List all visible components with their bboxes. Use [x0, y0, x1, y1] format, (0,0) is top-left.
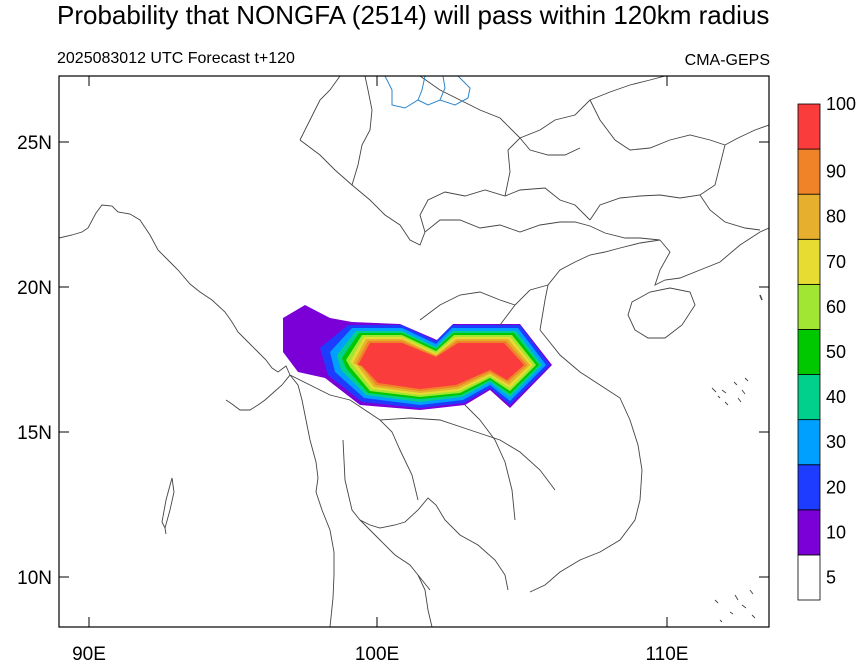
- rivers: [384, 76, 471, 109]
- colorbar-label-40: 40: [826, 387, 846, 407]
- colorbar-label-60: 60: [826, 297, 846, 317]
- lon-label-90e: 90E: [72, 644, 106, 665]
- colorbar-box-80: [797, 193, 821, 240]
- colorbar-label-5: 5: [826, 567, 836, 587]
- colorbar-label-90: 90: [826, 162, 846, 182]
- lat-label-10n: 10N: [17, 568, 52, 589]
- colorbar-label-50: 50: [826, 342, 846, 362]
- contour-100: [358, 343, 524, 389]
- map-title: Probability that NONGFA (2514) will pass…: [57, 0, 770, 30]
- colorbar-box-20: [797, 464, 821, 511]
- lon-tick-marks: [88, 76, 668, 627]
- lat-label-15n: 15N: [17, 423, 52, 444]
- colorbar-label-10: 10: [826, 522, 846, 542]
- coastlines-borders: [59, 76, 769, 627]
- colorbar-box-50: [797, 329, 821, 375]
- lat-label-20n: 20N: [17, 278, 52, 299]
- colorbar-box-90: [797, 148, 821, 195]
- forecast-time-label: 2025083012 UTC Forecast t+120: [57, 50, 295, 67]
- colorbar-box-30: [797, 419, 821, 466]
- colorbar-label-20: 20: [826, 477, 846, 497]
- colorbar-label-30: 30: [826, 432, 846, 452]
- colorbar-box-70: [797, 238, 821, 285]
- map-area: [59, 76, 769, 627]
- lon-label-110e: 110E: [646, 644, 689, 665]
- colorbar-box-10: [797, 509, 821, 556]
- colorbar-box-60: [797, 283, 821, 330]
- colorbar-label-100: 100: [826, 94, 856, 114]
- colorbar-label-70: 70: [826, 252, 846, 272]
- probability-contours: [283, 305, 552, 410]
- model-name-label: CMA-GEPS: [684, 52, 770, 69]
- colorbar: 5 10 20 30 40 50 60 70 80 90 100: [797, 94, 856, 601]
- plot-frame: [58, 75, 770, 628]
- colorbar-box-5: [797, 554, 821, 601]
- lon-label-100e: 100E: [355, 644, 399, 665]
- colorbar-box-40: [797, 374, 821, 421]
- colorbar-label-80: 80: [826, 207, 846, 227]
- colorbar-box-100: [797, 103, 821, 150]
- lat-label-25n: 25N: [17, 133, 52, 154]
- lat-tick-marks: [59, 141, 769, 578]
